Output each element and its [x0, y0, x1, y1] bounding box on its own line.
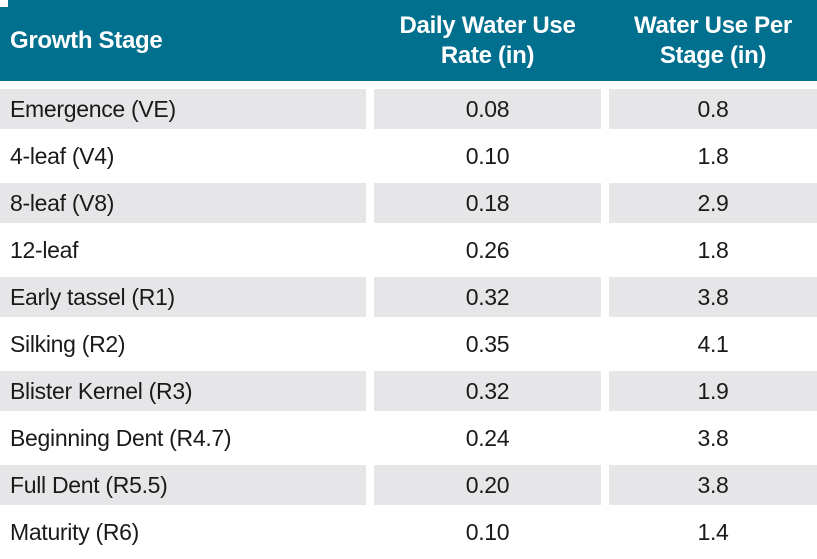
stage-cell: 4-leaf (V4)	[0, 136, 366, 176]
stage-cell: Full Dent (R5.5)	[0, 465, 366, 505]
column-header-growth-stage: Growth Stage	[10, 26, 163, 54]
stage-cell: Blister Kernel (R3)	[0, 371, 366, 411]
stage-cell: 12-leaf	[0, 230, 366, 270]
daily-rate-cell: 0.08	[374, 89, 601, 129]
per-stage-cell: 1.9	[609, 371, 817, 411]
per-stage-cell: 2.9	[609, 183, 817, 223]
stage-cell: 8-leaf (V8)	[0, 183, 366, 223]
table-header-row: Growth Stage Daily Water Use Rate (in) W…	[0, 0, 817, 81]
per-stage-cell: 0.8	[609, 89, 817, 129]
table-row-4-leaf: 4-leaf (V4) 0.10 1.8	[0, 136, 817, 176]
table-row-12-leaf: 12-leaf 0.26 1.8	[0, 230, 817, 270]
table-row-early-tassel: Early tassel (R1) 0.32 3.8	[0, 277, 817, 317]
daily-rate-cell: 0.32	[374, 277, 601, 317]
per-stage-cell: 4.1	[609, 324, 817, 364]
corner-notch	[0, 0, 8, 7]
table-row-emergence: Emergence (VE) 0.08 0.8	[0, 89, 817, 129]
table-row-full-dent: Full Dent (R5.5) 0.20 3.8	[0, 465, 817, 505]
daily-rate-cell: 0.20	[374, 465, 601, 505]
stage-cell: Emergence (VE)	[0, 89, 366, 129]
table-row-maturity: Maturity (R6) 0.10 1.4	[0, 512, 817, 552]
daily-rate-cell: 0.10	[374, 136, 601, 176]
daily-rate-cell: 0.24	[374, 418, 601, 458]
table-row-blister-kernel: Blister Kernel (R3) 0.32 1.9	[0, 371, 817, 411]
daily-rate-cell: 0.35	[374, 324, 601, 364]
column-header-water-use-per-stage: Water Use Per Stage (in)	[634, 11, 792, 69]
per-stage-cell: 1.8	[609, 230, 817, 270]
stage-cell: Maturity (R6)	[0, 512, 366, 552]
daily-rate-cell: 0.26	[374, 230, 601, 270]
per-stage-cell: 3.8	[609, 277, 817, 317]
daily-rate-cell: 0.32	[374, 371, 601, 411]
per-stage-cell: 1.4	[609, 512, 817, 552]
table-row-8-leaf: 8-leaf (V8) 0.18 2.9	[0, 183, 817, 223]
per-stage-cell: 3.8	[609, 418, 817, 458]
daily-rate-cell: 0.18	[374, 183, 601, 223]
stage-cell: Early tassel (R1)	[0, 277, 366, 317]
stage-cell: Beginning Dent (R4.7)	[0, 418, 366, 458]
stage-cell: Silking (R2)	[0, 324, 366, 364]
per-stage-cell: 3.8	[609, 465, 817, 505]
table-row-silking: Silking (R2) 0.35 4.1	[0, 324, 817, 364]
daily-rate-cell: 0.10	[374, 512, 601, 552]
column-header-daily-water-use-rate: Daily Water Use Rate (in)	[399, 11, 576, 69]
per-stage-cell: 1.8	[609, 136, 817, 176]
table-row-beginning-dent: Beginning Dent (R4.7) 0.24 3.8	[0, 418, 817, 458]
